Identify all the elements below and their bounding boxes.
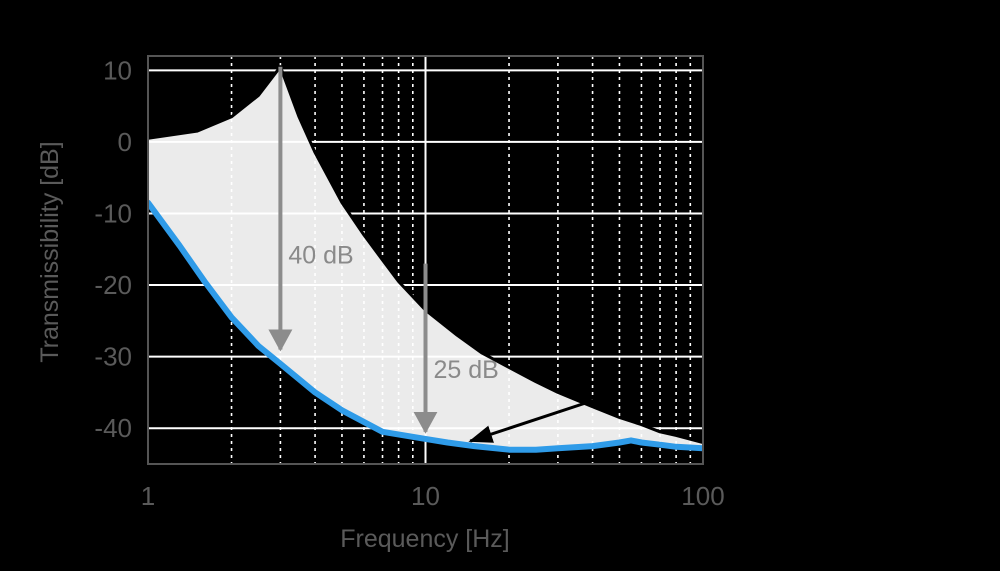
y-tick-label: -30 <box>94 342 132 372</box>
y-tick-label: -10 <box>94 198 132 228</box>
band-fill <box>148 66 703 450</box>
series-line-active-response <box>148 199 703 453</box>
band-fill-area <box>148 66 703 450</box>
annotation-label-2: 25 dB <box>434 356 499 384</box>
x-tick-label: 100 <box>681 481 724 511</box>
y-tick-label: -40 <box>94 413 132 443</box>
annotation-arrow-3 <box>468 394 608 443</box>
y-tick-label: 0 <box>118 127 132 157</box>
x-tick-label: 1 <box>141 481 155 511</box>
x-tick-label: 10 <box>411 481 440 511</box>
annotation-label-1: 40 dB <box>288 242 353 270</box>
x-axis-label: Frequency [Hz] <box>340 525 510 553</box>
y-tick-label: -20 <box>94 270 132 300</box>
plot-frame <box>147 55 704 465</box>
y-tick-label: 10 <box>103 55 132 85</box>
y-axis-label: Transmissibility [dB] <box>36 141 64 362</box>
annotations: 40 dB 25 dB <box>268 66 608 443</box>
